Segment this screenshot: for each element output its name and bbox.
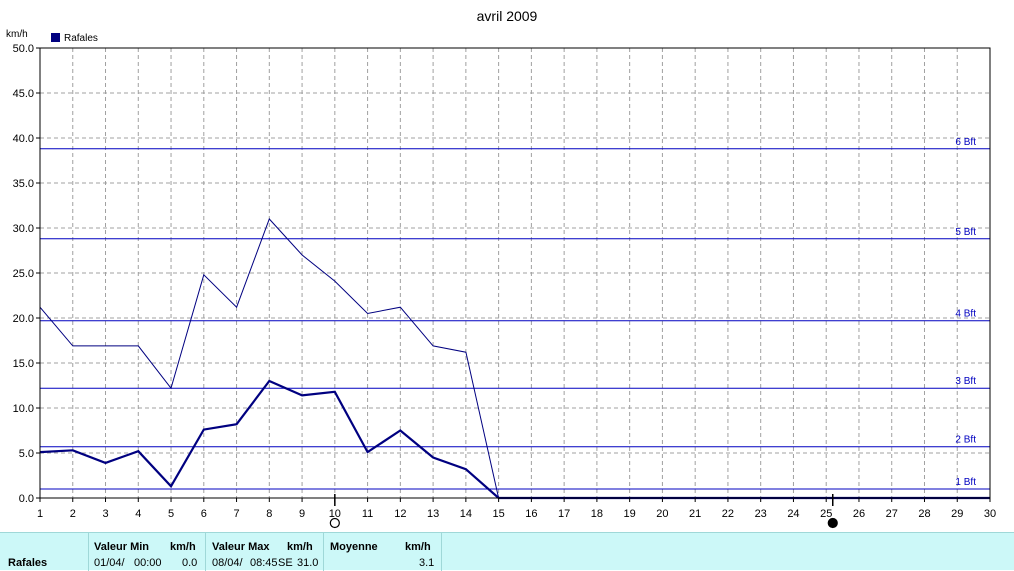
stats-panel: Rafales Valeur Min km/h 01/04/ 00:00 0.0… xyxy=(0,532,1014,571)
stats-max-value: 31.0 xyxy=(297,557,319,569)
y-tick-label: 20.0 xyxy=(13,313,34,325)
y-tick-label: 5.0 xyxy=(19,448,34,460)
stats-min-header: Valeur Min xyxy=(94,541,150,553)
grid xyxy=(40,48,990,498)
x-tick-label: 10 xyxy=(329,508,341,520)
y-tick-label: 50.0 xyxy=(13,43,34,55)
stats-avg-cell: Moyenne km/h 3.1 xyxy=(323,533,442,571)
moon-phase-markers xyxy=(329,494,838,529)
legend-label: Rafales xyxy=(64,33,98,44)
x-tick-label: 25 xyxy=(820,508,832,520)
new-moon-icon xyxy=(827,517,838,529)
stats-avg-header: Moyenne xyxy=(330,541,378,553)
stats-min-time: 00:00 xyxy=(134,557,162,569)
x-tick-label: 18 xyxy=(591,508,603,520)
wind-gust-chart: avril 2009 km/h Rafales 1 Bft 2 Bft 3 Bft 4… xyxy=(6,8,997,529)
x-tick-label: 19 xyxy=(624,508,636,520)
stats-series-cell: Rafales xyxy=(0,533,89,571)
beaufort-label: 6 Bft xyxy=(955,137,976,148)
x-tick-label: 28 xyxy=(918,508,930,520)
y-tick-label: 35.0 xyxy=(13,178,34,190)
stats-max-cell: Valeur Max km/h 08/04/ 08:45 SE 31.0 xyxy=(205,533,324,571)
beaufort-label: 3 Bft xyxy=(955,376,976,387)
axis-ticks: 1 2 3 4 5 6 7 8 9 10 11 12 13 14 15 16 17 18 19 20 21 22 23 24 2… xyxy=(13,43,997,520)
stats-avg-unit: km/h xyxy=(405,541,431,553)
x-tick-label: 3 xyxy=(102,508,108,520)
y-tick-label: 40.0 xyxy=(13,133,34,145)
x-tick-label: 1 xyxy=(37,508,43,520)
beaufort-reference-lines: 1 Bft 2 Bft 3 Bft 4 Bft 5 Bft 6 Bft xyxy=(40,137,990,490)
x-tick-label: 4 xyxy=(135,508,141,520)
x-tick-label: 30 xyxy=(984,508,996,520)
x-tick-label: 5 xyxy=(168,508,174,520)
x-tick-label: 17 xyxy=(558,508,570,520)
x-tick-label: 26 xyxy=(853,508,865,520)
stats-series-name: Rafales xyxy=(8,557,48,569)
x-tick-label: 6 xyxy=(201,508,207,520)
x-tick-label: 27 xyxy=(886,508,898,520)
x-tick-label: 15 xyxy=(492,508,504,520)
y-tick-label: 45.0 xyxy=(13,88,34,100)
x-tick-label: 20 xyxy=(656,508,668,520)
x-tick-label: 14 xyxy=(460,508,472,520)
stats-max-header: Valeur Max xyxy=(212,541,270,553)
series-lines xyxy=(39,218,990,500)
beaufort-label: 4 Bft xyxy=(955,309,976,320)
stats-avg-value: 3.1 xyxy=(419,557,435,569)
beaufort-label: 5 Bft xyxy=(955,227,976,238)
legend-swatch xyxy=(51,33,60,42)
x-tick-label: 9 xyxy=(299,508,305,520)
beaufort-label: 1 Bft xyxy=(955,477,976,488)
x-tick-label: 8 xyxy=(266,508,272,520)
stats-min-unit: km/h xyxy=(170,541,196,553)
y-tick-label: 25.0 xyxy=(13,268,34,280)
x-tick-label: 23 xyxy=(755,508,767,520)
x-tick-label: 7 xyxy=(233,508,239,520)
stats-min-date: 01/04/ xyxy=(94,557,125,569)
x-tick-label: 13 xyxy=(427,508,439,520)
y-tick-label: 15.0 xyxy=(13,358,34,370)
y-tick-label: 0.0 xyxy=(19,493,34,505)
y-axis-label: km/h xyxy=(6,29,28,40)
beaufort-label: 2 Bft xyxy=(955,435,976,446)
x-tick-label: 22 xyxy=(722,508,734,520)
stats-max-direction: SE xyxy=(278,557,293,569)
stats-min-value: 0.0 xyxy=(182,557,198,569)
full-moon-icon xyxy=(329,517,340,529)
series-line-thin xyxy=(39,218,990,499)
x-tick-label: 21 xyxy=(689,508,701,520)
stats-max-time: 08:45 xyxy=(250,557,278,569)
y-tick-label: 10.0 xyxy=(13,403,34,415)
stats-max-date: 08/04/ xyxy=(212,557,243,569)
series-line-thick xyxy=(39,379,990,500)
x-tick-label: 16 xyxy=(525,508,537,520)
x-tick-label: 2 xyxy=(70,508,76,520)
chart-title: avril 2009 xyxy=(477,8,538,24)
x-tick-label: 24 xyxy=(787,508,799,520)
x-tick-label: 12 xyxy=(394,508,406,520)
x-tick-label: 29 xyxy=(951,508,963,520)
stats-min-cell: Valeur Min km/h 01/04/ 00:00 0.0 xyxy=(88,533,206,571)
x-tick-label: 11 xyxy=(362,508,373,520)
y-tick-label: 30.0 xyxy=(13,223,34,235)
stats-max-unit: km/h xyxy=(287,541,313,553)
